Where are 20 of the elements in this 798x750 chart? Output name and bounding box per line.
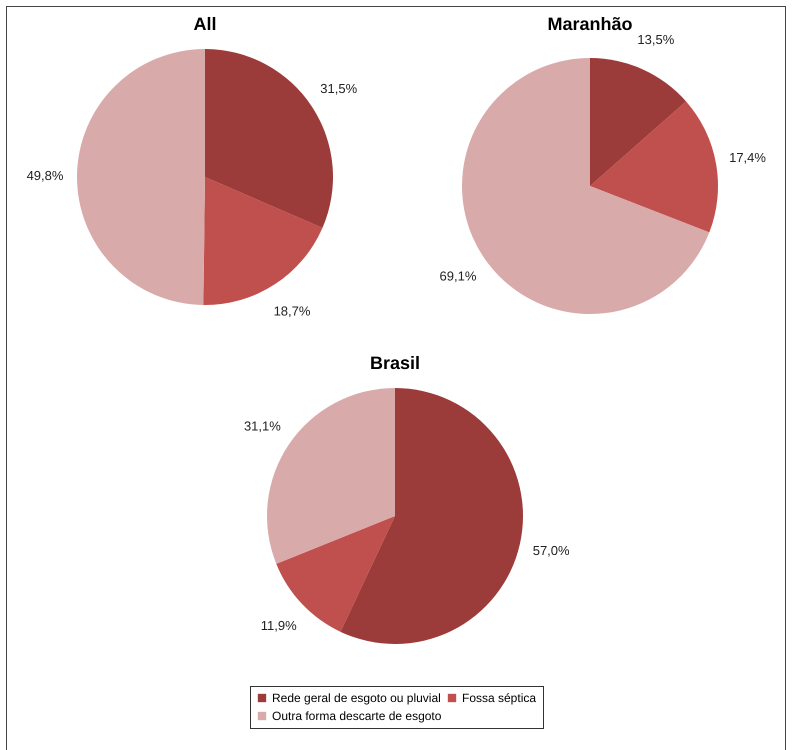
legend-label: Outra forma descarte de esgoto [272,709,442,723]
chart-title: All [194,14,217,34]
data-label: 57,0% [532,542,570,558]
pie-slice [77,49,206,305]
data-label: 31,1% [244,418,282,434]
pie-slice [340,388,523,644]
legend-label: Fossa séptica [462,691,536,705]
pie-slice [590,101,718,232]
data-label: 18,7% [274,303,312,318]
chart-title: Brasil [370,353,420,373]
legend-label: Rede geral de esgoto ou pluvial [272,691,440,705]
data-label: 69,1% [439,268,477,284]
pie-slice [204,177,323,305]
chart-title: Maranhão [547,14,632,34]
data-label: 31,5% [320,81,358,96]
data-label: 17,4% [728,150,766,165]
data-label: 13,5% [637,32,674,48]
data-label: 11,9% [260,618,298,633]
data-label: 49,8% [26,168,64,183]
pie-slice [590,58,686,186]
